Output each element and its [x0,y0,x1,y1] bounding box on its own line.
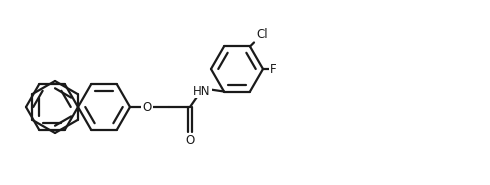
Text: O: O [185,134,195,147]
Text: Cl: Cl [256,28,268,41]
Text: HN: HN [193,85,211,97]
Text: O: O [143,100,151,114]
Text: F: F [270,63,277,75]
